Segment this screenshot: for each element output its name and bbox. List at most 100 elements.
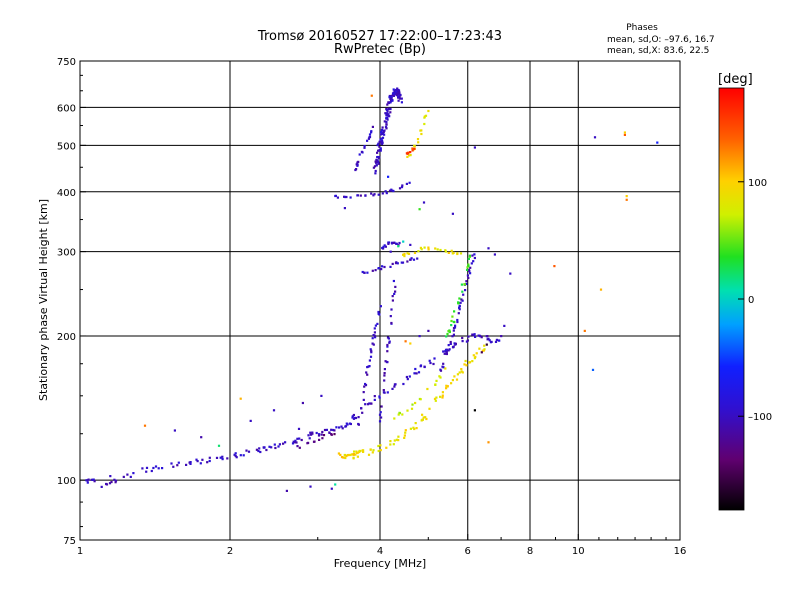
data-point bbox=[365, 371, 368, 374]
data-point bbox=[296, 445, 299, 448]
data-point bbox=[292, 440, 295, 443]
data-point bbox=[467, 264, 470, 267]
data-point bbox=[453, 326, 457, 329]
colorbar-ticks: 100 0 –100 bbox=[738, 178, 772, 423]
data-point bbox=[486, 335, 489, 338]
data-point bbox=[625, 195, 628, 198]
chart-subtitle: RwPretec (Bp) bbox=[334, 42, 426, 57]
data-point bbox=[435, 396, 438, 399]
data-point bbox=[122, 475, 125, 478]
data-point bbox=[385, 117, 388, 120]
data-point bbox=[456, 318, 459, 322]
data-point bbox=[475, 352, 478, 355]
data-point bbox=[414, 401, 417, 405]
data-point bbox=[376, 151, 379, 154]
data-point bbox=[86, 479, 89, 482]
data-point bbox=[404, 340, 407, 343]
data-point bbox=[375, 161, 378, 164]
data-point bbox=[441, 391, 444, 394]
data-point bbox=[409, 258, 412, 261]
data-point bbox=[408, 375, 411, 378]
data-point bbox=[110, 480, 113, 484]
data-point bbox=[387, 175, 390, 178]
data-point bbox=[338, 426, 341, 429]
data-point bbox=[344, 425, 348, 428]
data-point bbox=[380, 416, 383, 419]
data-point bbox=[333, 429, 336, 432]
data-point bbox=[371, 125, 374, 128]
data-point bbox=[404, 429, 407, 432]
data-point bbox=[468, 270, 471, 273]
data-point bbox=[444, 250, 448, 253]
data-point bbox=[461, 290, 464, 293]
data-point bbox=[463, 363, 466, 366]
data-point bbox=[384, 125, 388, 128]
data-point bbox=[368, 359, 371, 362]
data-point bbox=[402, 240, 405, 243]
data-point bbox=[509, 272, 512, 275]
data-point bbox=[454, 324, 457, 327]
data-point bbox=[371, 342, 374, 345]
data-point bbox=[217, 444, 221, 447]
data-point bbox=[333, 433, 336, 436]
data-point bbox=[392, 443, 395, 446]
data-point bbox=[152, 466, 155, 470]
y-tick-label: 200 bbox=[57, 332, 76, 343]
data-point bbox=[176, 464, 179, 467]
data-point bbox=[451, 212, 454, 215]
data-point bbox=[441, 394, 444, 397]
data-point bbox=[387, 101, 390, 104]
data-point bbox=[400, 101, 403, 104]
data-point bbox=[486, 338, 489, 341]
phases-heading: Phases bbox=[626, 23, 658, 33]
data-point bbox=[374, 172, 377, 175]
data-point bbox=[378, 313, 381, 316]
data-point bbox=[464, 289, 467, 292]
data-point bbox=[383, 379, 386, 382]
data-point bbox=[403, 436, 406, 439]
data-point bbox=[377, 157, 381, 160]
data-point bbox=[373, 395, 376, 398]
y-axis-ticks: 75 100 200 300 400 500 600 750 bbox=[57, 57, 86, 547]
data-point bbox=[451, 315, 454, 318]
data-point bbox=[420, 248, 423, 251]
data-point bbox=[374, 169, 377, 173]
data-point bbox=[474, 335, 477, 338]
data-point bbox=[369, 448, 372, 451]
data-point bbox=[389, 440, 392, 443]
data-point bbox=[418, 208, 421, 211]
data-point bbox=[394, 90, 397, 93]
data-point bbox=[428, 359, 431, 362]
data-point bbox=[449, 340, 452, 344]
data-point bbox=[318, 433, 321, 436]
data-point bbox=[371, 451, 374, 454]
data-point bbox=[413, 145, 416, 148]
data-point bbox=[454, 343, 457, 346]
data-point bbox=[343, 207, 346, 210]
data-point bbox=[382, 391, 385, 394]
data-point bbox=[412, 258, 416, 261]
data-point bbox=[321, 430, 324, 434]
data-point bbox=[381, 265, 384, 268]
data-point bbox=[453, 342, 456, 345]
data-point bbox=[451, 379, 454, 382]
data-point bbox=[416, 257, 419, 260]
data-point bbox=[422, 201, 426, 204]
data-point bbox=[295, 441, 298, 444]
data-point bbox=[366, 373, 369, 376]
data-point bbox=[161, 467, 164, 470]
data-point bbox=[435, 379, 438, 382]
data-point bbox=[395, 438, 398, 441]
data-point bbox=[380, 137, 384, 140]
data-point bbox=[397, 439, 400, 442]
data-point bbox=[403, 252, 406, 256]
data-point bbox=[370, 192, 373, 195]
data-point bbox=[380, 268, 383, 271]
data-point bbox=[357, 416, 360, 419]
data-point bbox=[392, 88, 395, 91]
data-point bbox=[417, 141, 420, 144]
data-point bbox=[623, 133, 626, 136]
data-point bbox=[406, 260, 409, 263]
data-point bbox=[360, 407, 363, 410]
data-point bbox=[349, 453, 352, 457]
